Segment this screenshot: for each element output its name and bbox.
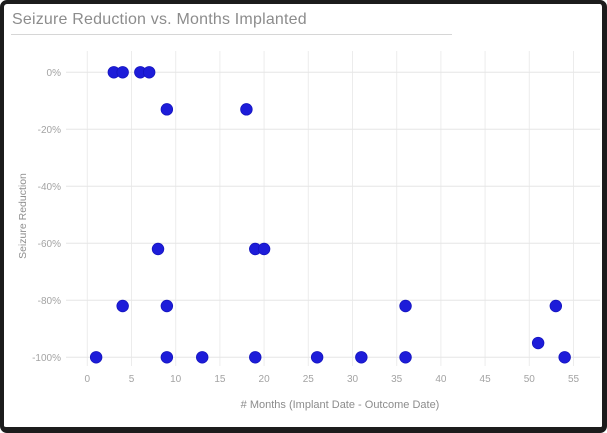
x-tick-label: 55 [568,374,580,385]
data-point[interactable] [249,351,262,364]
data-point[interactable] [531,336,545,350]
x-tick-label: 30 [347,374,359,385]
chart-title: Seizure Reduction vs. Months Implanted [12,11,307,28]
data-point[interactable] [196,351,209,364]
y-tick-label: -60% [38,239,61,250]
data-point[interactable] [549,299,563,313]
data-point[interactable] [310,351,324,364]
y-tick-label: 0% [47,68,62,79]
x-tick-label: 25 [303,374,315,385]
data-point[interactable] [151,242,165,256]
data-point[interactable] [240,103,253,116]
x-tick-label: 45 [480,374,492,385]
data-point[interactable] [257,242,271,256]
y-tick-label: -100% [32,353,61,364]
y-tick-label: -20% [38,125,61,136]
title-divider [11,34,452,35]
data-point[interactable] [399,351,412,364]
data-point[interactable] [89,351,103,364]
data-point[interactable] [116,299,129,313]
x-tick-label: 15 [214,374,226,385]
data-point[interactable] [160,351,174,364]
x-tick-label: 40 [435,374,447,385]
data-point[interactable] [558,351,571,364]
data-point[interactable] [142,66,156,79]
x-tick-label: 35 [391,374,403,385]
x-tick-label: 0 [85,374,91,385]
y-tick-label: -40% [38,182,61,193]
x-tick-label: 20 [259,374,271,385]
y-tick-label: -80% [38,296,61,307]
data-point[interactable] [355,351,368,364]
scatter-plot[interactable]: 0 5 10 15 20 25 30 35 40 45 50 55 0% -20% -40% -60% -80%… [4,4,607,433]
data-point[interactable] [160,299,174,313]
x-tick-label: 5 [129,374,135,385]
data-point[interactable] [116,66,129,79]
data-point[interactable] [160,103,174,116]
x-axis-title: # Months (Implant Date - Outcome Date) [240,399,440,411]
x-tick-label: 50 [524,374,536,385]
x-tick-label: 10 [170,374,182,385]
data-point[interactable] [399,299,412,313]
